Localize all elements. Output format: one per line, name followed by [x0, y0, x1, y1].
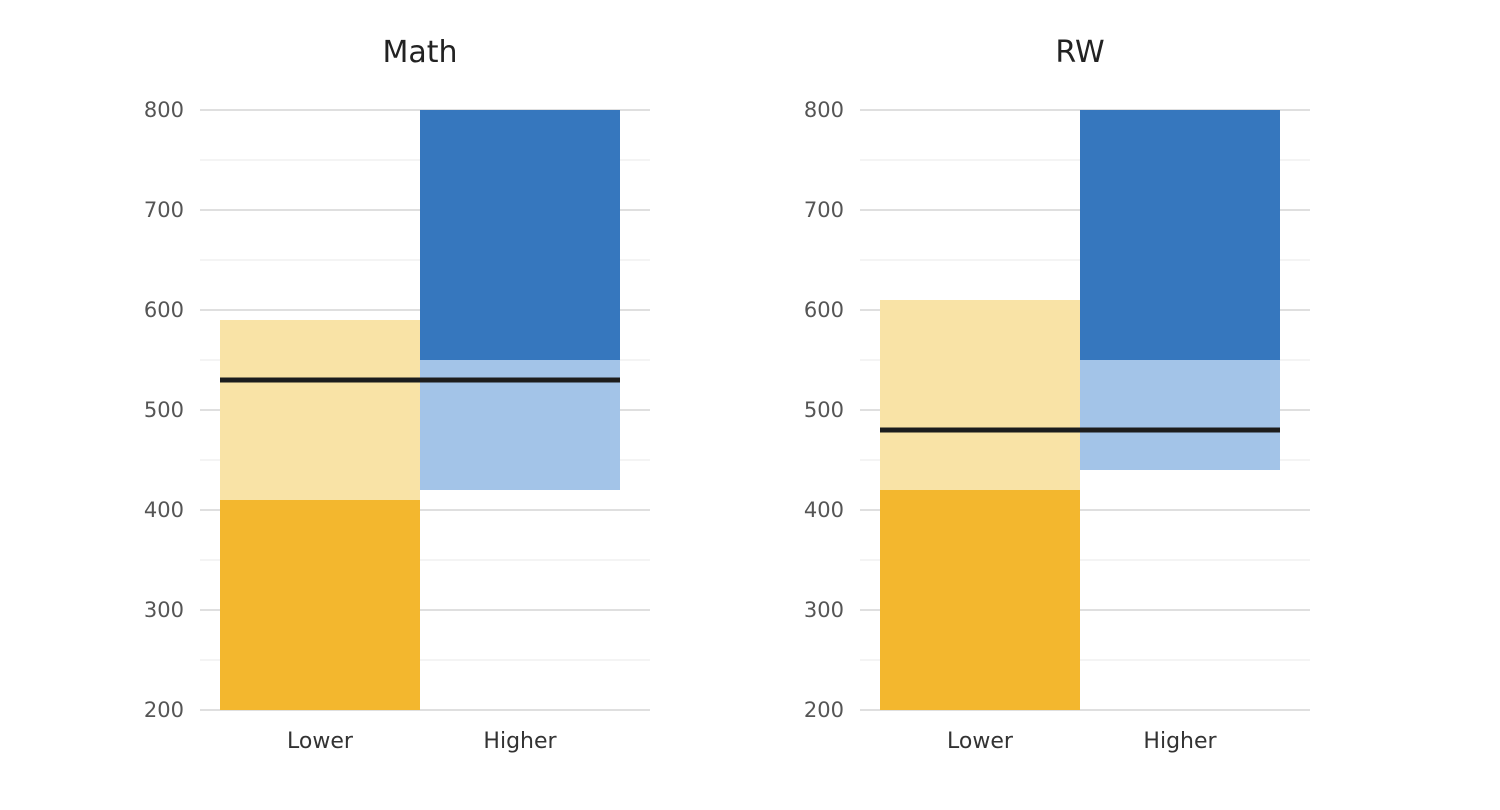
rw-chart-panel: RW 200 300 400 500 600 700 800 Lower Hig…	[804, 35, 1310, 754]
rw-ytick-600: 600	[804, 298, 844, 322]
math-bar-higher-solid	[420, 110, 620, 360]
math-ytick-200: 200	[144, 698, 184, 722]
rw-x-axis: Lower Higher	[947, 729, 1217, 754]
math-bars	[220, 110, 620, 710]
rw-ytick-200: 200	[804, 698, 844, 722]
rw-ytick-800: 800	[804, 98, 844, 122]
rw-chart-title: RW	[1055, 35, 1104, 70]
rw-bar-lower-solid	[880, 490, 1080, 710]
math-bar-lower-light	[220, 320, 420, 500]
rw-ytick-700: 700	[804, 198, 844, 222]
rw-bar-higher-light	[1080, 360, 1280, 470]
rw-y-axis: 200 300 400 500 600 700 800	[804, 98, 844, 722]
math-y-axis: 200 300 400 500 600 700 800	[144, 98, 184, 722]
math-chart-panel: Math 200 300 400 500 600 700 800 Lower H…	[144, 35, 650, 754]
rw-bars	[880, 110, 1280, 710]
math-xtick-lower: Lower	[287, 729, 354, 754]
math-x-axis: Lower Higher	[287, 729, 557, 754]
rw-xtick-lower: Lower	[947, 729, 1014, 754]
math-chart-title: Math	[382, 35, 457, 70]
math-ytick-500: 500	[144, 398, 184, 422]
math-xtick-higher: Higher	[483, 729, 557, 754]
math-bar-lower-solid	[220, 500, 420, 710]
math-ytick-800: 800	[144, 98, 184, 122]
math-ytick-600: 600	[144, 298, 184, 322]
math-ytick-400: 400	[144, 498, 184, 522]
math-ytick-700: 700	[144, 198, 184, 222]
rw-xtick-higher: Higher	[1143, 729, 1217, 754]
math-ytick-300: 300	[144, 598, 184, 622]
rw-bar-lower-light	[880, 300, 1080, 490]
rw-ytick-400: 400	[804, 498, 844, 522]
rw-bar-higher-solid	[1080, 110, 1280, 360]
rw-ytick-300: 300	[804, 598, 844, 622]
rw-ytick-500: 500	[804, 398, 844, 422]
